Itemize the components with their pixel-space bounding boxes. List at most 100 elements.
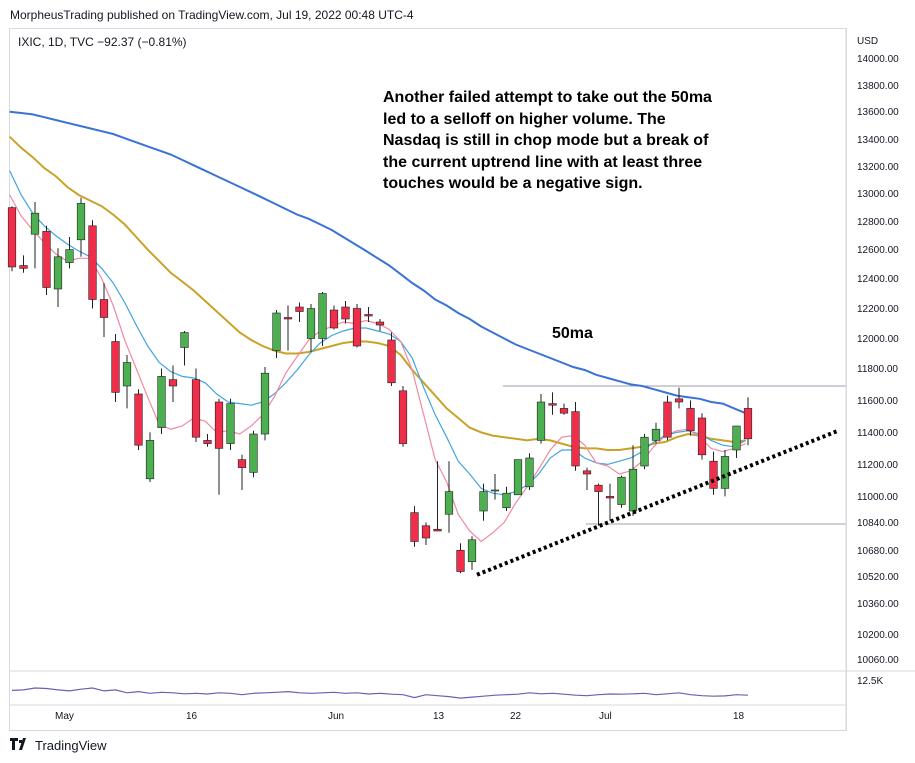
candle [364,307,373,322]
candle [513,459,523,496]
candles-layer [7,197,753,574]
candle-body [76,203,86,241]
candle-body [502,492,511,509]
ma10-line [9,170,746,496]
date-tick-label: 22 [510,711,522,722]
candle-body [306,308,316,339]
candle [375,319,385,331]
candle [651,422,661,444]
candle-body [329,309,339,329]
candle-body [663,401,672,438]
candle-body [30,212,40,235]
candle-body [122,362,132,387]
legend-change: −92.37 (−0.81%) [97,35,187,49]
candle [559,403,569,415]
candle [387,332,396,386]
candle [145,432,155,482]
candle [272,310,281,358]
tradingview-icon [10,737,30,753]
publish-header: MorpheusTrading published on TradingView… [10,8,414,22]
candle [30,202,40,269]
candle-body [433,528,442,532]
candle [168,365,178,402]
candle-body [640,436,649,467]
price-tick-label: 11400.00 [857,428,898,439]
price-tick-label: 12400.00 [857,274,899,285]
date-tick-label: 18 [733,711,745,722]
candle [410,506,419,547]
tradingview-logo[interactable]: TradingView [10,737,107,753]
price-tick-label: 10200.00 [857,630,899,641]
candle-body [226,403,235,444]
candle [157,368,166,434]
candle [709,451,718,495]
candle-body [513,459,523,496]
candle-body [295,306,304,312]
candle [743,397,753,446]
date-tick-label: May [55,711,74,722]
candle-body [318,293,327,339]
candle-body [7,207,17,268]
candle-body [628,468,638,512]
candle-body [525,457,534,488]
candle [226,398,235,450]
candle-body [145,440,155,480]
candle [571,402,580,471]
candle-body [134,393,143,446]
candle [582,467,592,490]
price-tick-label: 10520.00 [857,572,899,583]
volume-line [11,687,749,699]
candle-body [697,417,707,456]
candle [640,434,649,470]
candle-body [387,339,396,384]
candle-body [19,265,28,269]
candle-body [99,299,109,318]
candle [203,434,212,447]
ma20-line [9,136,746,451]
candle [53,248,63,307]
date-tick-label: Jul [599,711,612,722]
candle-body [53,256,63,290]
candle-body [352,308,362,347]
candle-body [536,401,546,441]
candle [674,387,684,409]
candle [605,483,615,521]
candle [283,305,293,351]
price-tick-label: 12200.00 [857,304,899,315]
candle-body [617,476,626,505]
candle-body [272,312,281,351]
date-tick-label: 13 [433,711,445,722]
price-tick-label: 10060.00 [857,655,899,666]
candle-body [582,470,592,475]
candle [444,461,454,533]
candle [398,386,408,447]
axes-layer [9,28,915,731]
candle [594,483,603,526]
candle-body [467,539,477,563]
candle-body [249,433,258,473]
candle [134,389,143,450]
candle-body [709,460,718,489]
candle-body [743,408,753,440]
candle-body [191,379,201,438]
price-tick-label: 13200.00 [857,162,899,173]
candle [732,425,741,458]
candle-body [548,403,557,406]
candle-body [651,428,661,441]
analysis-annotation: Another failed attempt to take out the 5… [383,89,712,193]
candle [111,334,120,402]
candle-body [398,390,408,444]
candle [341,301,350,324]
candle-body [375,321,385,326]
candle [249,430,258,478]
candle-body [214,401,224,449]
candle-body [594,484,603,492]
candle [421,522,431,545]
candle-body [571,411,580,467]
candle [525,453,534,490]
candle [467,536,477,570]
candle-body [421,525,431,539]
currency-label: USD [857,36,879,47]
candle-body [88,225,97,300]
